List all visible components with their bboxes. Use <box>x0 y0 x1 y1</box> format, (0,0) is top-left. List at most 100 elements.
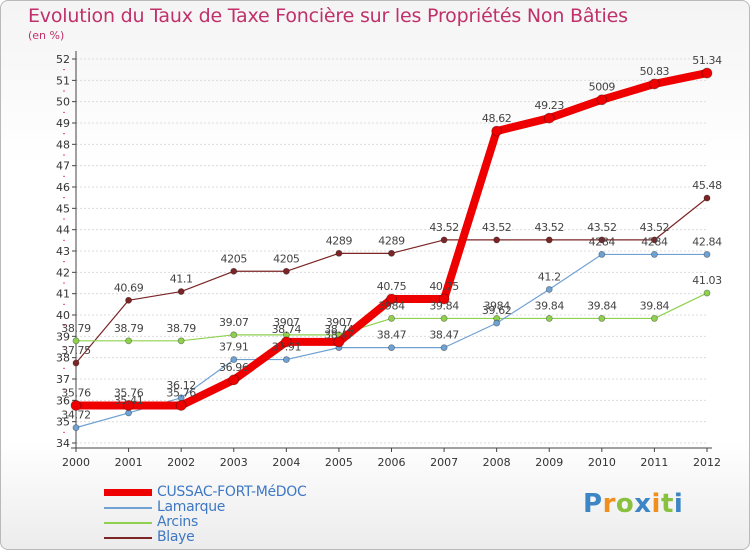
data-label: 38.74 <box>272 323 302 336</box>
data-label: 43.52 <box>587 221 617 234</box>
y-axis-unit-label: (en %) <box>28 29 65 42</box>
logo-letter: r <box>602 489 616 519</box>
data-label: 50.83 <box>640 65 670 78</box>
data-label: 4289 <box>326 234 353 247</box>
legend-swatch-lamarque <box>104 507 152 509</box>
y-tick-label: 39 <box>56 330 70 343</box>
logo-letter: P <box>583 489 603 519</box>
data-point <box>598 236 606 244</box>
data-point <box>386 293 397 305</box>
y-tick-label: 50 <box>56 96 70 109</box>
data-point <box>333 336 345 348</box>
data-label: 38.47 <box>324 329 354 342</box>
data-point <box>703 289 711 297</box>
data-point <box>125 337 133 345</box>
y-tick-label: 49 <box>56 117 70 130</box>
logo-letter: i <box>673 489 684 519</box>
data-point <box>72 359 80 367</box>
data-label: 40.69 <box>114 281 144 294</box>
data-label: 43.52 <box>482 221 512 234</box>
data-label: 43.52 <box>640 221 670 234</box>
data-label: 37.75 <box>61 344 91 357</box>
data-point <box>230 331 238 339</box>
tick-labels: 34 35 36 37 38 39 40 41 42 43 44 45 46 47 48 49 50 51 52 20… <box>56 53 721 469</box>
y-tick-label: 34 <box>56 437 70 450</box>
series-lines <box>70 67 713 432</box>
legend: CUSSAC-FORT-MéDOC Lamarque Arcins Blaye <box>104 484 404 545</box>
x-tick-label: 2012 <box>693 456 721 469</box>
data-label: 40.75 <box>377 280 407 293</box>
data-point <box>701 67 713 79</box>
data-point <box>72 424 80 432</box>
data-label: 39.07 <box>219 316 249 329</box>
y-tick-label: 43 <box>56 245 70 258</box>
data-point <box>175 400 187 411</box>
gridlines <box>76 58 707 444</box>
data-point <box>230 267 238 275</box>
data-label: 3984 <box>483 299 510 312</box>
x-tick-label: 2005 <box>325 456 353 469</box>
data-point <box>703 194 711 202</box>
data-label: 36.96 <box>219 361 249 374</box>
y-tick-label: 40 <box>56 309 70 322</box>
legend-label-lamarque: Lamarque <box>157 499 226 515</box>
data-label: 35.76 <box>61 386 91 399</box>
y-tick-label: 42 <box>56 266 70 279</box>
logo-letter: i <box>651 489 661 519</box>
data-label: 39.84 <box>429 299 459 312</box>
data-label: 43.52 <box>429 221 459 234</box>
data-label: 37.91 <box>219 341 249 354</box>
proxiti-logo: Proxiti <box>583 489 683 519</box>
data-point <box>440 344 448 352</box>
x-tick-label: 2008 <box>483 456 511 469</box>
data-point <box>177 288 185 295</box>
y-tick-label: 48 <box>56 138 70 151</box>
x-tick-label: 2011 <box>640 456 668 469</box>
data-label: 36.12 <box>166 379 196 392</box>
data-point <box>438 293 450 305</box>
data-point <box>70 400 82 411</box>
data-label: 39.84 <box>535 299 565 312</box>
data-label: 38.79 <box>61 322 91 335</box>
data-point <box>388 314 395 322</box>
data-label: 40.75 <box>429 280 459 293</box>
data-point <box>177 337 185 345</box>
data-label: 42.84 <box>692 235 722 248</box>
data-label: 3907 <box>326 316 353 329</box>
data-label: 3984 <box>378 299 405 312</box>
x-tick-label: 2000 <box>62 456 90 469</box>
legend-label-cussac: CUSSAC-FORT-MéDOC <box>157 484 307 500</box>
data-label: 4289 <box>378 234 405 247</box>
data-label: 41.03 <box>692 274 722 287</box>
data-label: 35.76 <box>166 386 196 399</box>
data-label: 34.72 <box>61 409 91 422</box>
y-tick-label: 37 <box>56 373 70 386</box>
logo-letter: o <box>615 489 635 519</box>
data-label: 4205 <box>221 252 248 265</box>
data-point <box>335 249 343 257</box>
data-label: 48.62 <box>482 112 512 125</box>
data-point <box>491 125 503 137</box>
data-point <box>493 319 501 327</box>
legend-swatch-cussac <box>104 489 152 496</box>
data-point <box>545 285 553 293</box>
legend-item-lamarque: Lamarque <box>104 499 404 515</box>
data-label: 5009 <box>589 81 616 94</box>
legend-item-arcins: Arcins <box>104 514 404 530</box>
y-tick-label: 45 <box>56 202 70 215</box>
data-label: 38.74 <box>324 323 354 336</box>
data-label: 3907 <box>273 316 300 329</box>
data-label: 4205 <box>273 252 300 265</box>
legend-swatch-arcins <box>104 522 152 524</box>
data-point <box>230 356 238 364</box>
axes <box>63 51 712 452</box>
x-tick-label: 2010 <box>588 456 616 469</box>
x-tick-label: 2007 <box>430 456 458 469</box>
data-point <box>493 236 501 244</box>
data-label: 51.34 <box>692 54 722 67</box>
data-label: 38.47 <box>429 329 459 342</box>
data-label: 4284 <box>589 235 616 248</box>
x-tick-label: 2003 <box>220 456 248 469</box>
